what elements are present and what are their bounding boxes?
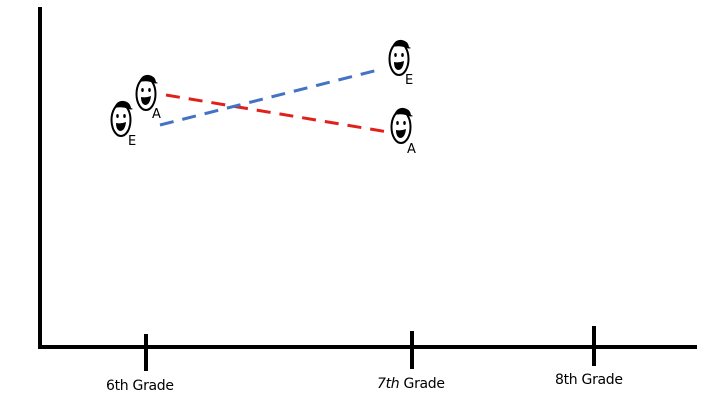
- face-letter-a: A: [407, 142, 416, 157]
- tick-label-8th-grade: 8th Grade: [555, 372, 623, 388]
- face-letter-e: E: [128, 134, 136, 149]
- tick-label-prefix: 6th: [106, 378, 129, 394]
- tick-label-6th-grade: 6th Grade: [106, 378, 174, 394]
- student-e-face-6th-grade: E: [110, 99, 136, 149]
- student-e-face-7th-grade: E: [388, 38, 413, 88]
- student-a-face-6th-grade: A: [135, 73, 161, 122]
- trend-line-student-e: [159, 67, 383, 127]
- tick-label-prefix: 7th: [377, 376, 400, 392]
- face-letter-e: E: [405, 73, 413, 88]
- tick-label-suffix: Grade: [128, 378, 175, 394]
- tick-label-7th-grade: 7th Grade: [377, 376, 445, 392]
- tick-label-suffix: Grade: [577, 372, 624, 388]
- student-a-face-7th-grade: A: [390, 106, 416, 157]
- tick-label-prefix: 8th: [555, 372, 578, 388]
- face-letter-a: A: [152, 107, 161, 122]
- tick-label-suffix: Grade: [399, 376, 446, 392]
- trend-line-student-a: [165, 93, 389, 134]
